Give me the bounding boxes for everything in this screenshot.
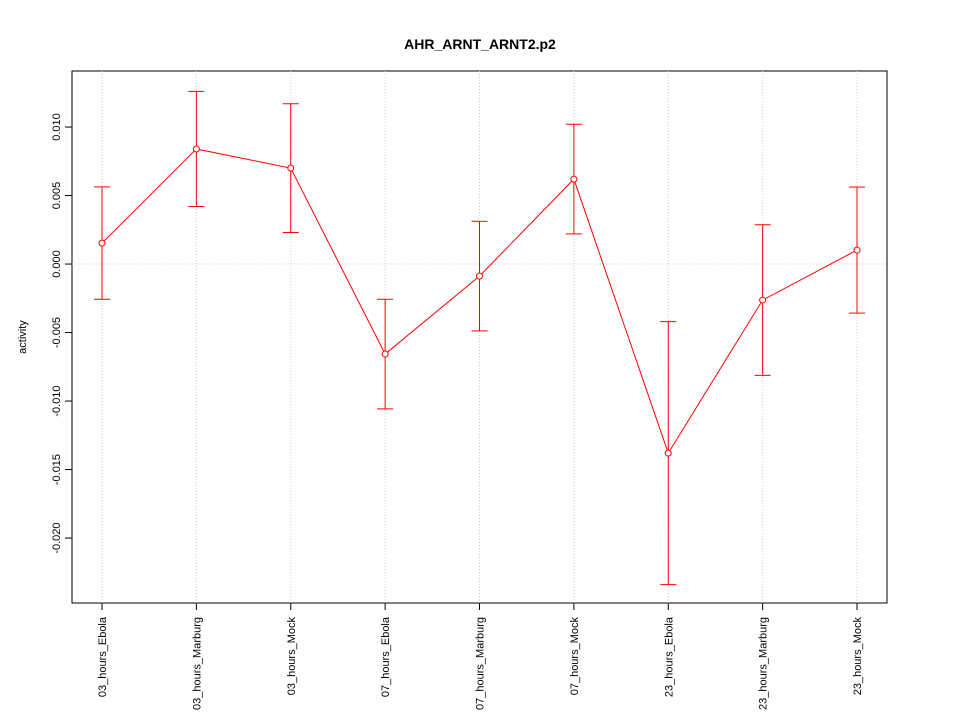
point: [381, 350, 389, 358]
y-tick-label: 0.000: [51, 250, 63, 278]
x-tick-label: 03_hours_Mock: [286, 617, 298, 696]
point: [476, 272, 483, 280]
y-tick-label: -0.010: [51, 385, 63, 416]
point: [853, 246, 861, 254]
y-tick-label: -0.020: [51, 522, 63, 553]
point: [759, 296, 767, 304]
x-tick-label: 07_hours_Mock: [569, 617, 581, 696]
point: [98, 239, 106, 247]
y-tick-label: 0.005: [51, 182, 63, 210]
x-tick-label: 23_hours_Mock: [852, 617, 864, 696]
x-tick-label: 23_hours_Ebola: [663, 616, 675, 697]
x-tick-label: 03_hours_Marburg: [191, 617, 203, 710]
point: [192, 145, 200, 153]
y-tick-label: 0.010: [51, 113, 63, 141]
x-tick-label: 07_hours_Ebola: [380, 616, 392, 697]
chart-title: AHR_ARNT_ARNT2.p2: [404, 36, 556, 52]
point: [287, 164, 295, 172]
x-tick-label: 23_hours_Marburg: [758, 617, 770, 710]
point: [570, 175, 578, 183]
point: [664, 449, 672, 457]
y-tick-label: -0.015: [51, 454, 63, 485]
x-tick-label: 07_hours_Marburg: [475, 617, 487, 710]
y-axis-label: activity: [17, 320, 29, 354]
x-tick-label: 03_hours_Ebola: [97, 616, 109, 697]
y-tick-label: -0.005: [51, 317, 63, 348]
